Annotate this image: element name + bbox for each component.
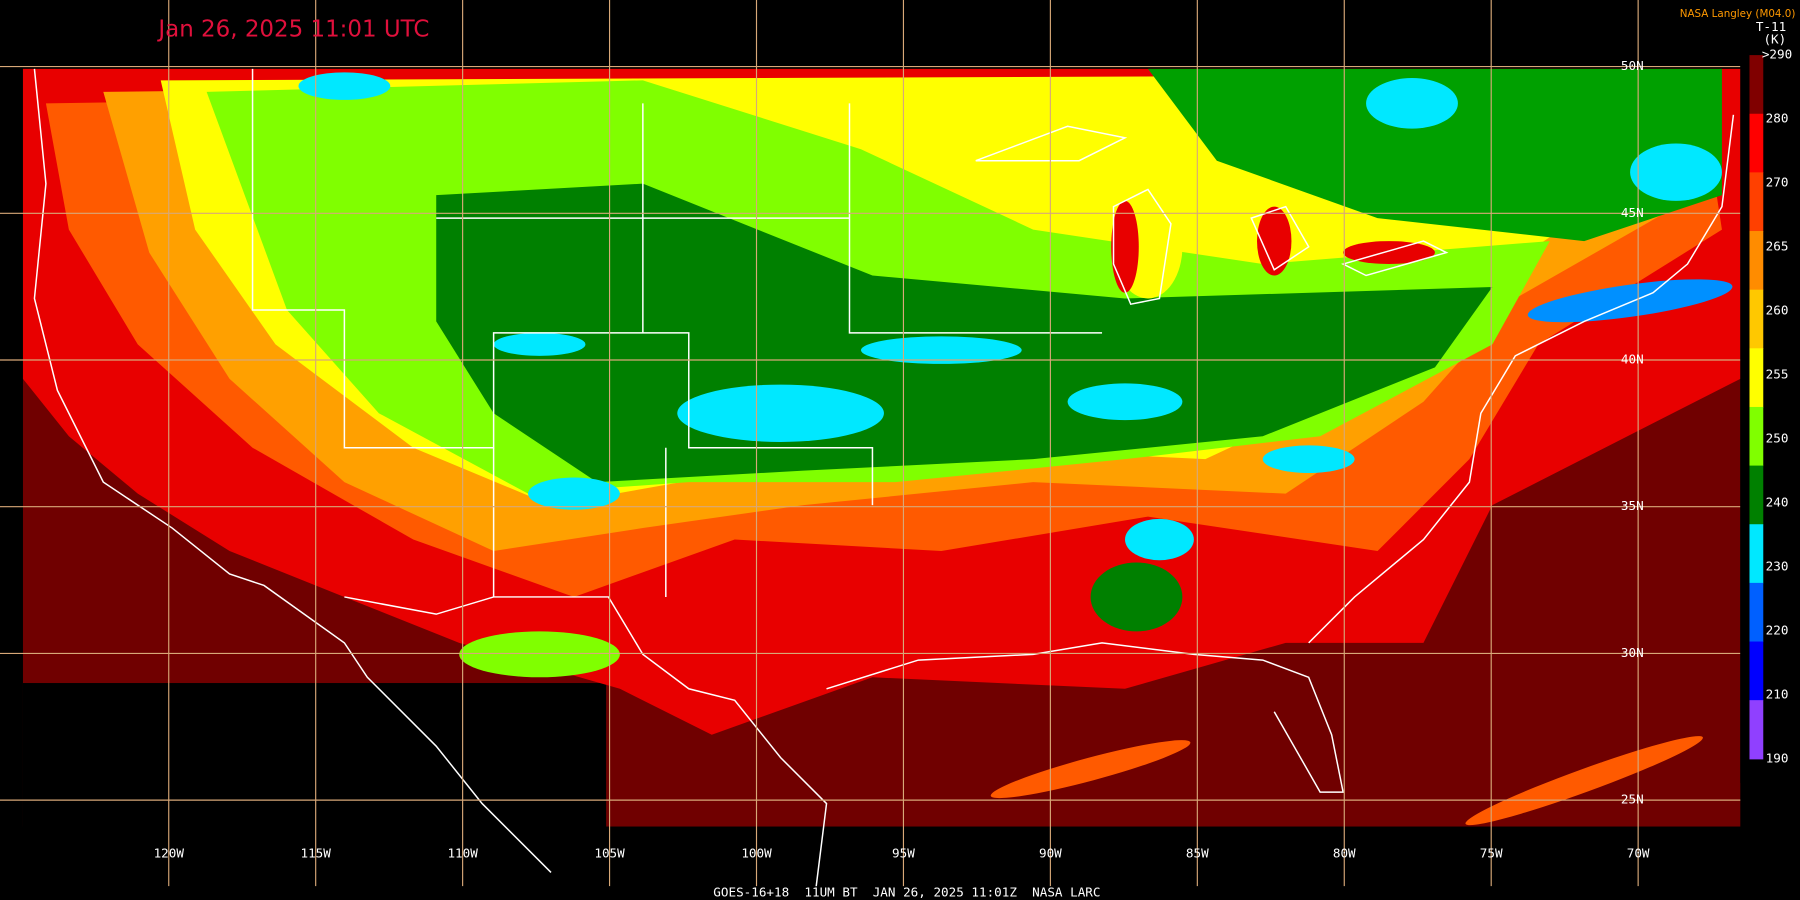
colorbar-tick-label: 265: [1766, 239, 1789, 254]
latitude-label: 30N: [1621, 645, 1644, 660]
colorbar-segment: [1749, 348, 1764, 408]
lake: [1112, 188, 1172, 306]
coastline: [344, 596, 828, 896]
colorbar-tick-label: 220: [1766, 622, 1789, 637]
longitude-label: 75W: [1480, 846, 1503, 861]
coastline: [33, 68, 552, 873]
cloud-streak: [990, 740, 1191, 799]
cold-cloud: [493, 332, 586, 356]
colorbar-segment: [1749, 465, 1764, 525]
colorbar-panel: [1740, 45, 1800, 783]
cloud-band: [1090, 562, 1183, 632]
graticule: [0, 0, 1741, 887]
colorbar-segment: [1749, 55, 1764, 115]
lake: [975, 125, 1128, 162]
cold-cloud: [298, 72, 391, 100]
longitude-label: 115W: [301, 846, 332, 861]
colorbar-tick-label: 230: [1766, 558, 1789, 573]
coastline: [1308, 114, 1735, 644]
lake-region: [1111, 200, 1139, 293]
colorbar-segment: [1749, 113, 1764, 173]
labels: 120W 115W 110W 105W 100W 95W 90W 85W 80W 75W 70W 50…: [154, 58, 1650, 861]
longitude-label: 90W: [1039, 846, 1062, 861]
state-border: [251, 68, 874, 506]
coastlines: [33, 68, 1735, 896]
cloud-band: [459, 631, 620, 678]
lake: [1341, 240, 1449, 277]
cold-cloud: [1125, 518, 1194, 561]
title: Jan 26, 2025 11:01 UTC: [156, 16, 429, 42]
longitude-label: 80W: [1333, 846, 1356, 861]
footer: GOES-16+18 11UM BT JAN 26, 2025 11:01Z N…: [713, 885, 1100, 900]
colorbar-tick-label: 210: [1766, 686, 1789, 701]
latitude-label: 25N: [1621, 792, 1644, 807]
colorbar-segment: [1749, 406, 1764, 467]
colorbar-title: T-11: [1756, 19, 1786, 34]
colorbar-tick-label: 190: [1766, 750, 1789, 765]
colorbar-tick-label: 240: [1766, 494, 1789, 509]
imagery: [22, 68, 1741, 833]
credit: NASA Langley (M04.0): [1680, 8, 1796, 20]
colorbar-segment: [1749, 172, 1764, 232]
longitude-label: 105W: [594, 846, 625, 861]
latitude-label: 45N: [1621, 205, 1644, 220]
no-data-area: [22, 683, 607, 833]
colorbar-tick-label: 280: [1766, 111, 1789, 126]
colorbar-segment: [1749, 231, 1764, 291]
longitude-label: 70W: [1627, 846, 1650, 861]
cold-cloud: [1262, 445, 1355, 473]
cold-cloud: [677, 384, 884, 442]
colorbar-tick-label: 270: [1766, 175, 1789, 190]
longitude-label: 110W: [447, 846, 478, 861]
colorbar-tick-label: 260: [1766, 302, 1789, 317]
cold-cloud: [860, 336, 1022, 364]
colorbar-tick-label: >290: [1762, 47, 1792, 62]
colorbar-unit: (K): [1763, 32, 1786, 47]
longitude-label: 85W: [1186, 846, 1209, 861]
longitude-label: 95W: [892, 846, 915, 861]
colorbar: >290 280 270 265 260 255 250 240 230 220 210 190: [1740, 45, 1800, 783]
colorbar-segment: [1749, 289, 1764, 349]
latitude-label: 35N: [1621, 498, 1644, 513]
cold-cloud: [1527, 279, 1733, 323]
colorbar-segment: [1749, 700, 1764, 760]
latitude-label: 40N: [1621, 352, 1644, 367]
state-border: [436, 103, 1103, 597]
cold-cloud: [1067, 383, 1183, 421]
cloud-streak: [1465, 736, 1703, 826]
latitude-label: 50N: [1621, 58, 1644, 73]
cold-cloud: [528, 477, 620, 510]
colorbar-segment: [1749, 582, 1764, 643]
lake: [1250, 205, 1310, 271]
green-northeast: [1147, 68, 1722, 242]
colorbar-segment: [1749, 641, 1764, 701]
cold-cloud: [1630, 143, 1722, 201]
colorbar-tick-label: 255: [1766, 366, 1789, 381]
coastline: [826, 642, 1345, 793]
footer-bar: [0, 886, 1800, 900]
longitude-label: 120W: [154, 846, 185, 861]
cold-cloud: [1366, 78, 1458, 129]
longitude-label: 100W: [741, 846, 772, 861]
lake-region: [1257, 206, 1292, 276]
lake-region: [1343, 241, 1435, 265]
colorbar-segment: [1749, 524, 1764, 584]
colorbar-tick-label: 250: [1766, 430, 1789, 445]
